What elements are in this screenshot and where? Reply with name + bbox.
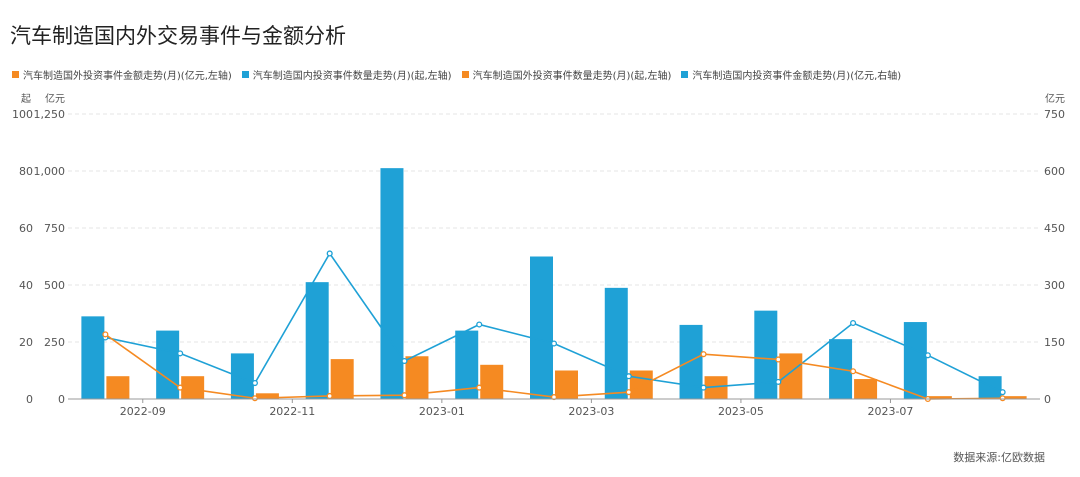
foreign-amount-point [625,389,632,396]
left-count-tick: 0 [26,393,33,406]
legend-swatch-blue [241,70,249,78]
right-amount-tick: 0 [1044,393,1051,406]
foreign-amount-point [251,395,258,402]
bar-foreign-count [181,376,205,399]
foreign-amount-point [700,351,707,358]
right-amount-tick: 450 [1044,222,1065,235]
domestic-amount-point [251,379,258,387]
bar-domestic-count [978,376,1002,399]
left-amount-tick: 500 [44,279,65,292]
right-amount-unit: 亿元 [1045,94,1065,105]
domestic-amount-point [401,357,408,365]
bar-foreign-count [779,353,803,399]
bar-foreign-count [629,370,653,399]
x-tick-label: 2022-09 [120,405,166,418]
x-tick-label: 2023-03 [568,405,614,418]
legend-swatch-orange [461,70,469,78]
legend-label: 汽车制造国外投资事件金额走势(月)(亿元,左轴) [23,70,232,82]
bar-domestic-count [380,168,404,399]
domestic-amount-point [999,389,1006,396]
x-tick-label: 2022-11 [269,405,315,418]
foreign-amount-point [102,331,109,338]
bar-foreign-count [106,376,130,399]
bar-domestic-count [754,310,778,399]
legend-item-foreign-count[interactable]: 汽车制造国外投资事件数量走势(月)(起,左轴) [461,67,672,82]
left-amount-unit: 亿元 [45,94,65,105]
legend-swatch-blue [681,70,689,78]
legend-item-domestic-amount[interactable]: 汽车制造国内投资事件金额走势(月)(亿元,右轴) [681,67,902,82]
left-amount-tick: 1,250 [34,108,66,121]
bar-domestic-count [230,353,254,399]
left-count-tick: 100 [12,108,33,121]
x-tick-label: 2023-01 [419,405,465,418]
x-tick-label: 2023-07 [867,405,913,418]
bar-foreign-count [704,376,728,399]
bar-domestic-count [604,287,628,399]
legend-item-foreign-amount[interactable]: 汽车制造国外投资事件金额走势(月)(亿元,左轴) [12,67,232,82]
legend-label: 汽车制造国外投资事件数量走势(月)(起,左轴) [472,70,672,82]
bar-foreign-count [405,356,429,399]
right-amount-tick: 300 [1044,279,1065,292]
foreign-amount-point [775,356,782,363]
left-count-tick: 80 [19,165,33,178]
left-count-tick: 40 [19,279,33,292]
domestic-amount-point [476,321,483,328]
bar-foreign-count [928,396,952,399]
foreign-amount-point [999,395,1006,402]
chart-title: 汽车制造国内外交易事件与金额分析 [10,24,346,48]
domestic-amount-point [775,378,782,385]
right-amount-tick: 150 [1044,336,1065,349]
foreign-amount-point [476,384,483,391]
foreign-amount-point [177,384,184,391]
foreign-amount-point [401,392,408,399]
legend-label: 汽车制造国内投资事件金额走势(月)(亿元,右轴) [692,70,902,82]
right-amount-tick: 750 [1044,108,1065,121]
left-count-tick: 20 [19,336,33,349]
bar-foreign-count [1003,396,1027,399]
x-tick-label: 2023-05 [718,405,764,418]
domestic-amount-point [550,340,558,347]
y-axis-ticks: 100 1,250 750 80 1,000 600 60 750 450 40 500 300 20 2… [12,108,1065,406]
bar-foreign-count [555,370,578,399]
x-axis: 2022-09 2022-11 2023-01 2023-03 2023-05 2023-… [68,398,1040,418]
bar-domestic-count [530,256,553,399]
left-count-unit: 起 [21,94,31,105]
bar-domestic-count [305,282,329,399]
legend-label: 汽车制造国内投资事件数量走势(月)(起,左轴) [252,70,452,82]
bar-foreign-count [255,393,279,399]
grid-lines [68,113,1040,343]
foreign-amount-point [850,368,857,375]
bars [81,168,1027,399]
left-amount-tick: 250 [44,336,65,349]
left-count-tick: 60 [19,222,33,235]
domestic-amount-point [625,373,632,380]
bar-foreign-count [330,359,354,399]
data-source: 数据来源:亿欧数据 [953,451,1045,464]
left-amount-tick: 0 [58,393,65,406]
domestic-amount-point [700,384,707,391]
domestic-amount-point [850,319,857,327]
bar-domestic-count [679,324,703,399]
left-amount-tick: 750 [44,222,65,235]
bar-domestic-count [81,316,105,399]
left-amount-tick: 1,000 [34,165,66,178]
domestic-amount-point [177,350,184,357]
domestic-amount-point [924,352,931,359]
legend-item-domestic-count[interactable]: 汽车制造国内投资事件数量走势(月)(起,左轴) [241,67,452,82]
domestic-amount-point [326,250,333,257]
legend-swatch-orange [12,70,19,78]
bar-domestic-count [156,330,180,399]
bar-domestic-count [903,322,927,399]
foreign-amount-point [326,392,333,400]
right-amount-tick: 600 [1044,165,1065,178]
bar-domestic-count [455,330,479,399]
legend: 汽车制造国外投资事件金额走势(月)(亿元,左轴) 汽车制造国内投资事件数量走势(… [12,67,902,82]
bar-foreign-count [854,379,878,399]
bar-foreign-count [480,364,504,399]
